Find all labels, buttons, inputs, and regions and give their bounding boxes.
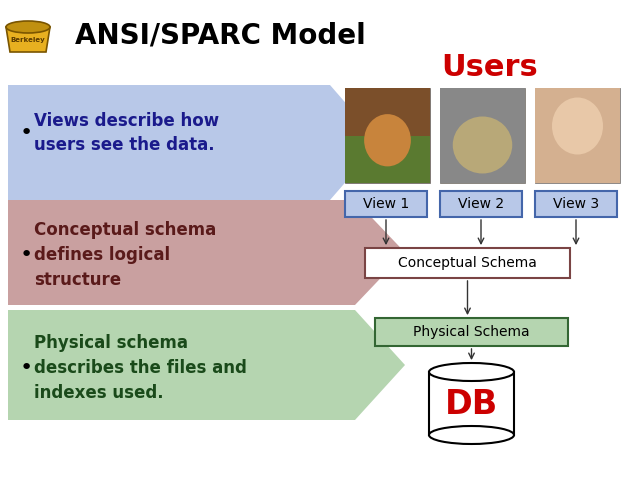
Bar bbox=[429, 372, 514, 435]
Text: ANSI/SPARC Model: ANSI/SPARC Model bbox=[75, 21, 365, 49]
FancyBboxPatch shape bbox=[375, 318, 568, 346]
Text: View 3: View 3 bbox=[553, 197, 599, 211]
Text: Berkeley: Berkeley bbox=[11, 37, 45, 43]
Text: Physical Schema: Physical Schema bbox=[413, 325, 530, 339]
FancyBboxPatch shape bbox=[535, 191, 617, 217]
Polygon shape bbox=[6, 27, 50, 52]
Bar bbox=[535, 88, 620, 183]
Bar bbox=[440, 88, 525, 183]
Text: View 1: View 1 bbox=[363, 197, 409, 211]
Polygon shape bbox=[8, 310, 405, 420]
Text: Users: Users bbox=[442, 53, 538, 83]
Text: DB: DB bbox=[445, 388, 498, 421]
Text: Views describe how
users see the data.: Views describe how users see the data. bbox=[34, 111, 219, 155]
Polygon shape bbox=[8, 200, 405, 305]
Bar bbox=[535, 88, 620, 183]
Ellipse shape bbox=[429, 426, 514, 444]
Bar bbox=[345, 88, 430, 183]
Polygon shape bbox=[8, 85, 380, 200]
Text: View 2: View 2 bbox=[458, 197, 504, 211]
Text: •: • bbox=[20, 245, 33, 265]
Text: Conceptual Schema: Conceptual Schema bbox=[398, 256, 537, 270]
Ellipse shape bbox=[364, 114, 411, 167]
Ellipse shape bbox=[429, 363, 514, 381]
Text: Physical schema
describes the files and
indexes used.: Physical schema describes the files and … bbox=[34, 334, 247, 402]
FancyBboxPatch shape bbox=[345, 191, 427, 217]
Bar bbox=[440, 88, 525, 183]
FancyBboxPatch shape bbox=[365, 248, 570, 278]
Text: •: • bbox=[20, 358, 33, 378]
FancyBboxPatch shape bbox=[440, 191, 522, 217]
Bar bbox=[345, 135, 430, 183]
Bar bbox=[345, 88, 430, 135]
Text: •: • bbox=[20, 123, 33, 143]
Ellipse shape bbox=[452, 117, 512, 173]
Ellipse shape bbox=[552, 97, 603, 155]
Text: Conceptual schema
defines logical
structure: Conceptual schema defines logical struct… bbox=[34, 221, 216, 289]
Ellipse shape bbox=[6, 21, 50, 33]
